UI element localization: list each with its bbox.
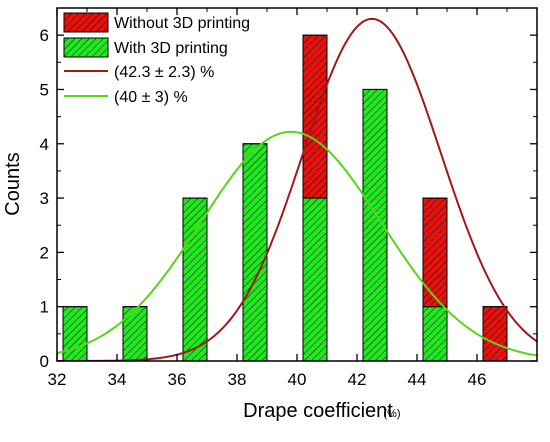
x-tick-label: 34 [108, 370, 127, 389]
fit-curve-with-3d [57, 130, 537, 357]
legend-swatch-without-3d-hatch [63, 12, 109, 33]
x-tick-label: 40 [288, 370, 307, 389]
bar-hatch-without-3d-47 [482, 306, 508, 362]
x-tick-label: 42 [348, 370, 367, 389]
x-tick-label: 44 [408, 370, 427, 389]
bar-hatch-with-3d-43 [362, 88, 388, 362]
x-tick-label: 38 [228, 370, 247, 389]
bar-hatch-with-3d-37 [182, 197, 208, 362]
bar-hatch-with-3d-33 [62, 306, 88, 362]
bar-hatch-with-3d-35 [122, 306, 148, 362]
y-axis-title: Counts [2, 152, 24, 215]
fit-curve-without-3d [57, 17, 537, 361]
bar-hatch-with-3d-45 [422, 306, 448, 362]
y-tick-label: 1 [40, 298, 49, 317]
tick-group [56, 8, 537, 362]
legend-swatch-with-3d-hatch [63, 37, 109, 58]
y-tick-label: 3 [40, 189, 49, 208]
x-tick-label: 32 [48, 370, 67, 389]
y-tick-label: 5 [40, 80, 49, 99]
bar-hatch-with-3d-41 [302, 197, 328, 362]
legend-label-without-3d: Without 3D printing [114, 15, 250, 32]
y-tick-label: 0 [40, 352, 49, 371]
legend: Without 3D printing With 3D printing (42… [63, 12, 250, 106]
y-tick-label: 2 [40, 243, 49, 262]
y-tick-label: 4 [40, 135, 49, 154]
x-axis-unit: (%) [383, 408, 400, 420]
legend-label-fit-without: (42.3 ± 2.3) % [114, 64, 214, 81]
x-tick-label: 36 [168, 370, 187, 389]
y-tick-label: 6 [40, 26, 49, 45]
x-tick-label: 46 [468, 370, 487, 389]
legend-label-fit-with: (40 ± 3) % [114, 89, 188, 106]
curve-group [57, 17, 537, 361]
bar-hatch-with-3d-39 [242, 143, 268, 362]
bar-group [62, 34, 508, 362]
x-axis-title: Drape coefficient [243, 400, 393, 422]
legend-label-with-3d: With 3D printing [114, 40, 228, 57]
